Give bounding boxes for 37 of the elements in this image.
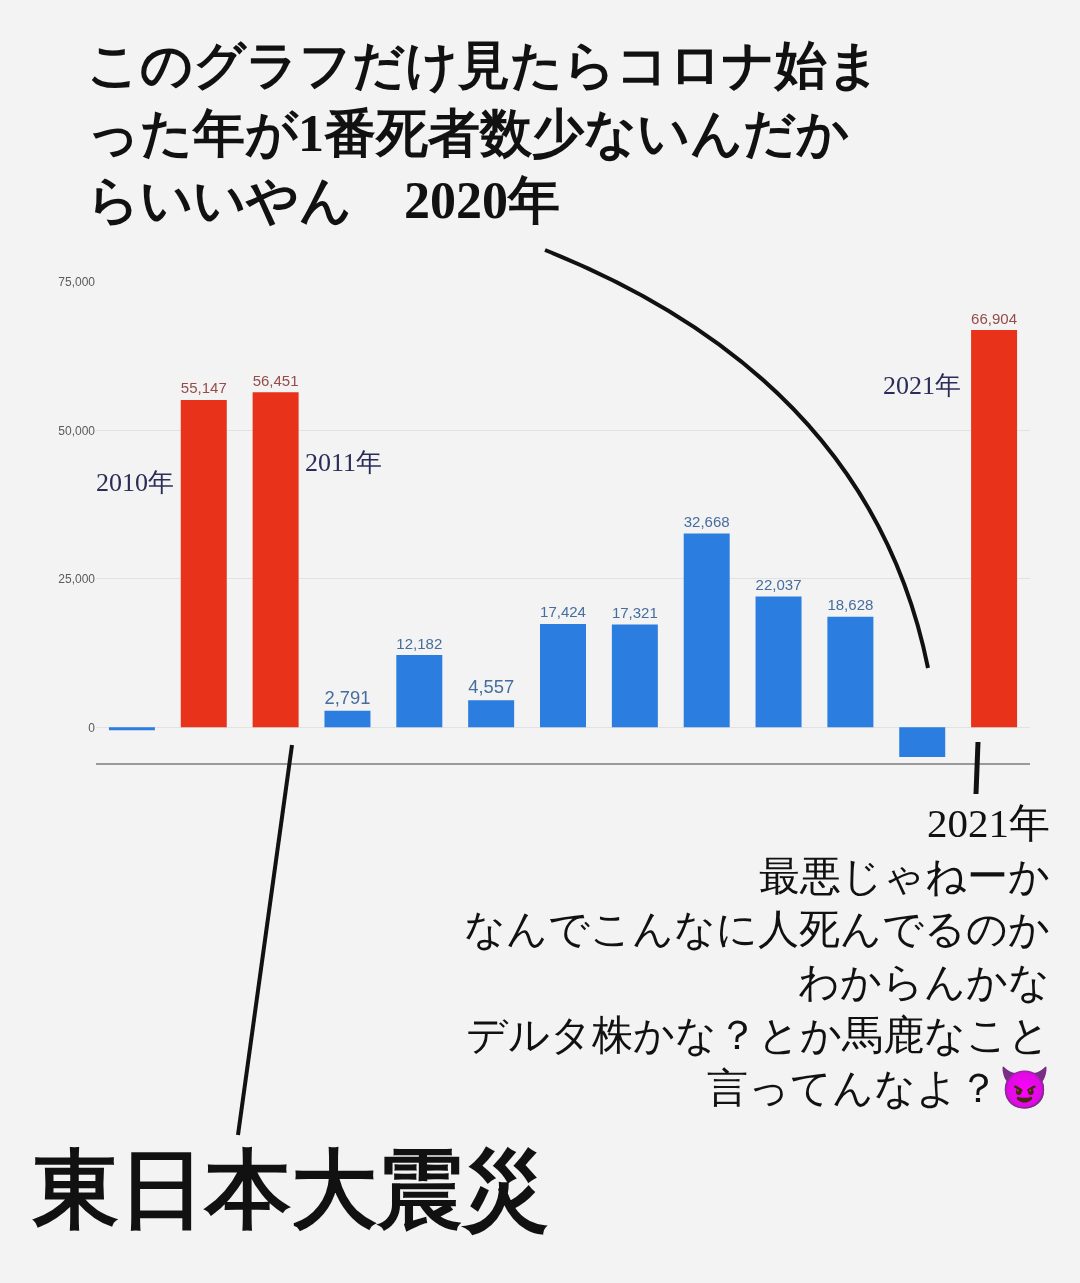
data-label: 18,628: [827, 596, 874, 614]
data-label: 22,037: [755, 576, 802, 594]
bar: [468, 700, 515, 728]
bar: [540, 623, 586, 728]
bar: [899, 727, 946, 758]
text: 東日本大震災: [32, 1142, 549, 1238]
data-label: 4,557: [468, 676, 515, 698]
bar: [396, 655, 443, 728]
bar: [755, 596, 802, 728]
bar: [180, 399, 227, 728]
text: このグラフだけ見たらコロナ始まった年が1番死者数少ないんだからいいやん 2020年: [87, 37, 880, 230]
data-label: 56,451: [252, 371, 299, 389]
annotation: 2011年: [305, 448, 383, 477]
bar: [611, 624, 658, 728]
bar: [252, 392, 299, 728]
text: 2021年: [927, 800, 1050, 846]
data-label: 55,147: [180, 379, 227, 397]
y-tick-label: 50,000: [58, 423, 96, 438]
text: なんでこんなに人死んでるのかわからんかな: [464, 906, 1050, 1006]
bar: [827, 616, 874, 728]
y-tick-label: 0: [88, 720, 96, 735]
bar: [324, 710, 371, 728]
data-label: 32,668: [683, 512, 730, 530]
text: デルタ株かな？とか馬鹿なこと言ってんなよ？😈: [466, 1012, 1050, 1112]
data-label: 17,424: [540, 603, 586, 621]
bar: [683, 533, 730, 728]
text: 最悪じゃねーか: [759, 853, 1050, 899]
data-label: 17,321: [611, 604, 658, 622]
bar: [108, 727, 155, 731]
data-label: 2,791: [324, 686, 371, 708]
bar: [971, 330, 1018, 728]
y-tick-label: 25,000: [58, 572, 96, 587]
data-label: 12,182: [396, 634, 443, 652]
annotation: 2010年: [96, 468, 174, 497]
annotation: 2021年: [883, 371, 961, 400]
y-tick-label: 75,000: [58, 275, 96, 290]
data-label: 66,904: [971, 309, 1018, 327]
